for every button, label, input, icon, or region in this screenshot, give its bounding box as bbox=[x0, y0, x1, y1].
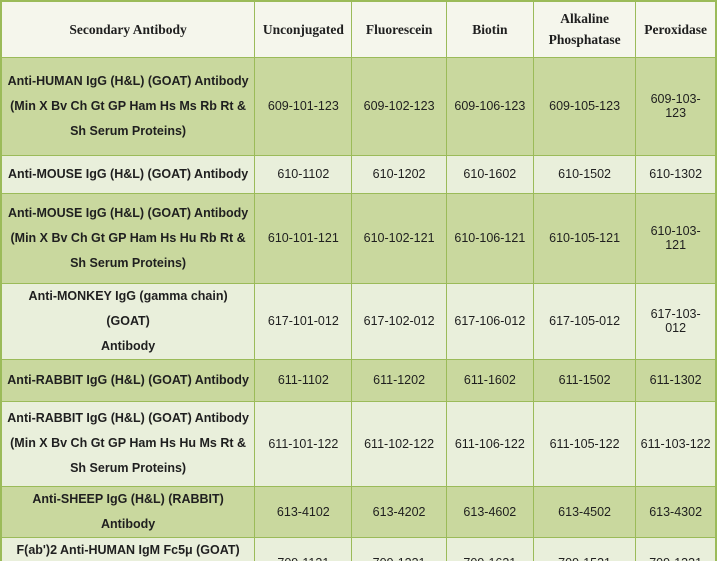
catalog-number-cell: 613-4102 bbox=[254, 485, 353, 538]
catalog-number-cell: 617-102-012 bbox=[351, 282, 447, 360]
catalog-number-cell: 609-106-123 bbox=[445, 56, 534, 156]
catalog-number-cell: 609-102-123 bbox=[351, 56, 447, 156]
catalog-number-cell: 611-103-122 bbox=[635, 400, 717, 487]
catalog-number-cell: 609-105-123 bbox=[532, 56, 637, 156]
catalog-number-cell: 610-1302 bbox=[635, 154, 717, 194]
catalog-number-cell: 610-106-121 bbox=[445, 192, 534, 284]
catalog-number-cell: 611-101-122 bbox=[254, 400, 353, 487]
catalog-number-cell: 709-1231 bbox=[351, 536, 447, 561]
catalog-number-cell: 610-105-121 bbox=[532, 192, 637, 284]
column-header-secondary-antibody: Secondary Antibody bbox=[0, 0, 256, 58]
table-row: Anti-RABBIT IgG (H&L) (GOAT) Antibody (M… bbox=[0, 400, 717, 487]
catalog-number-cell: 617-101-012 bbox=[254, 282, 353, 360]
catalog-number-cell: 610-101-121 bbox=[254, 192, 353, 284]
antibody-name-cell: F(ab')2 Anti-HUMAN IgM Fc5μ (GOAT) Antib… bbox=[0, 536, 256, 561]
catalog-number-cell: 611-106-122 bbox=[445, 400, 534, 487]
column-header-fluorescein: Fluorescein bbox=[351, 0, 447, 58]
column-header-unconjugated: Unconjugated bbox=[254, 0, 353, 58]
catalog-number-cell: 610-102-121 bbox=[351, 192, 447, 284]
catalog-number-cell: 611-1202 bbox=[351, 358, 447, 402]
table-row: Anti-MOUSE IgG (H&L) (GOAT) Antibody (Mi… bbox=[0, 192, 717, 284]
catalog-number-cell: 609-101-123 bbox=[254, 56, 353, 156]
catalog-number-cell: 611-105-122 bbox=[532, 400, 637, 487]
antibody-name-cell: Anti-HUMAN IgG (H&L) (GOAT) Antibody (Mi… bbox=[0, 56, 256, 156]
table-row: Anti-SHEEP IgG (H&L) (RABBIT) Antibody 6… bbox=[0, 485, 717, 538]
catalog-number-cell: 609-103-123 bbox=[635, 56, 717, 156]
catalog-number-cell: 610-103-121 bbox=[635, 192, 717, 284]
table-row: Anti-HUMAN IgG (H&L) (GOAT) Antibody (Mi… bbox=[0, 56, 717, 156]
antibody-name-cell: Anti-RABBIT IgG (H&L) (GOAT) Antibody (M… bbox=[0, 400, 256, 487]
antibody-name-cell: Anti-SHEEP IgG (H&L) (RABBIT) Antibody bbox=[0, 485, 256, 538]
column-header-alkaline-phosphatase: Alkaline Phosphatase bbox=[532, 0, 637, 58]
catalog-number-cell: 610-1102 bbox=[254, 154, 353, 194]
table-row: Anti-RABBIT IgG (H&L) (GOAT) Antibody 61… bbox=[0, 358, 717, 402]
header-row: Secondary Antibody Unconjugated Fluoresc… bbox=[0, 0, 717, 58]
catalog-number-cell: 613-4602 bbox=[445, 485, 534, 538]
antibody-name-cell: Anti-RABBIT IgG (H&L) (GOAT) Antibody bbox=[0, 358, 256, 402]
column-header-peroxidase: Peroxidase bbox=[635, 0, 717, 58]
catalog-number-cell: 709-1531 bbox=[532, 536, 637, 561]
catalog-number-cell: 613-4502 bbox=[532, 485, 637, 538]
catalog-number-cell: 611-1502 bbox=[532, 358, 637, 402]
antibody-name-cell: Anti-MOUSE IgG (H&L) (GOAT) Antibody bbox=[0, 154, 256, 194]
antibody-name-cell: Anti-MONKEY IgG (gamma chain) (GOAT) Ant… bbox=[0, 282, 256, 360]
catalog-number-cell: 611-1302 bbox=[635, 358, 717, 402]
antibody-name-cell: Anti-MOUSE IgG (H&L) (GOAT) Antibody (Mi… bbox=[0, 192, 256, 284]
table-row: F(ab')2 Anti-HUMAN IgM Fc5μ (GOAT) Antib… bbox=[0, 536, 717, 561]
catalog-number-cell: 617-103-012 bbox=[635, 282, 717, 360]
table-row: Anti-MONKEY IgG (gamma chain) (GOAT) Ant… bbox=[0, 282, 717, 360]
catalog-number-cell: 617-105-012 bbox=[532, 282, 637, 360]
catalog-number-cell: 611-1602 bbox=[445, 358, 534, 402]
catalog-number-cell: 617-106-012 bbox=[445, 282, 534, 360]
table-row: Anti-MOUSE IgG (H&L) (GOAT) Antibody 610… bbox=[0, 154, 717, 194]
catalog-number-cell: 709-1131 bbox=[254, 536, 353, 561]
catalog-number-cell: 610-1602 bbox=[445, 154, 534, 194]
catalog-number-cell: 610-1502 bbox=[532, 154, 637, 194]
catalog-number-cell: 709-1631 bbox=[445, 536, 534, 561]
catalog-number-cell: 613-4302 bbox=[635, 485, 717, 538]
catalog-number-cell: 709-1331 bbox=[635, 536, 717, 561]
catalog-number-cell: 613-4202 bbox=[351, 485, 447, 538]
catalog-number-cell: 610-1202 bbox=[351, 154, 447, 194]
catalog-number-cell: 611-1102 bbox=[254, 358, 353, 402]
catalog-number-cell: 611-102-122 bbox=[351, 400, 447, 487]
column-header-biotin: Biotin bbox=[445, 0, 534, 58]
